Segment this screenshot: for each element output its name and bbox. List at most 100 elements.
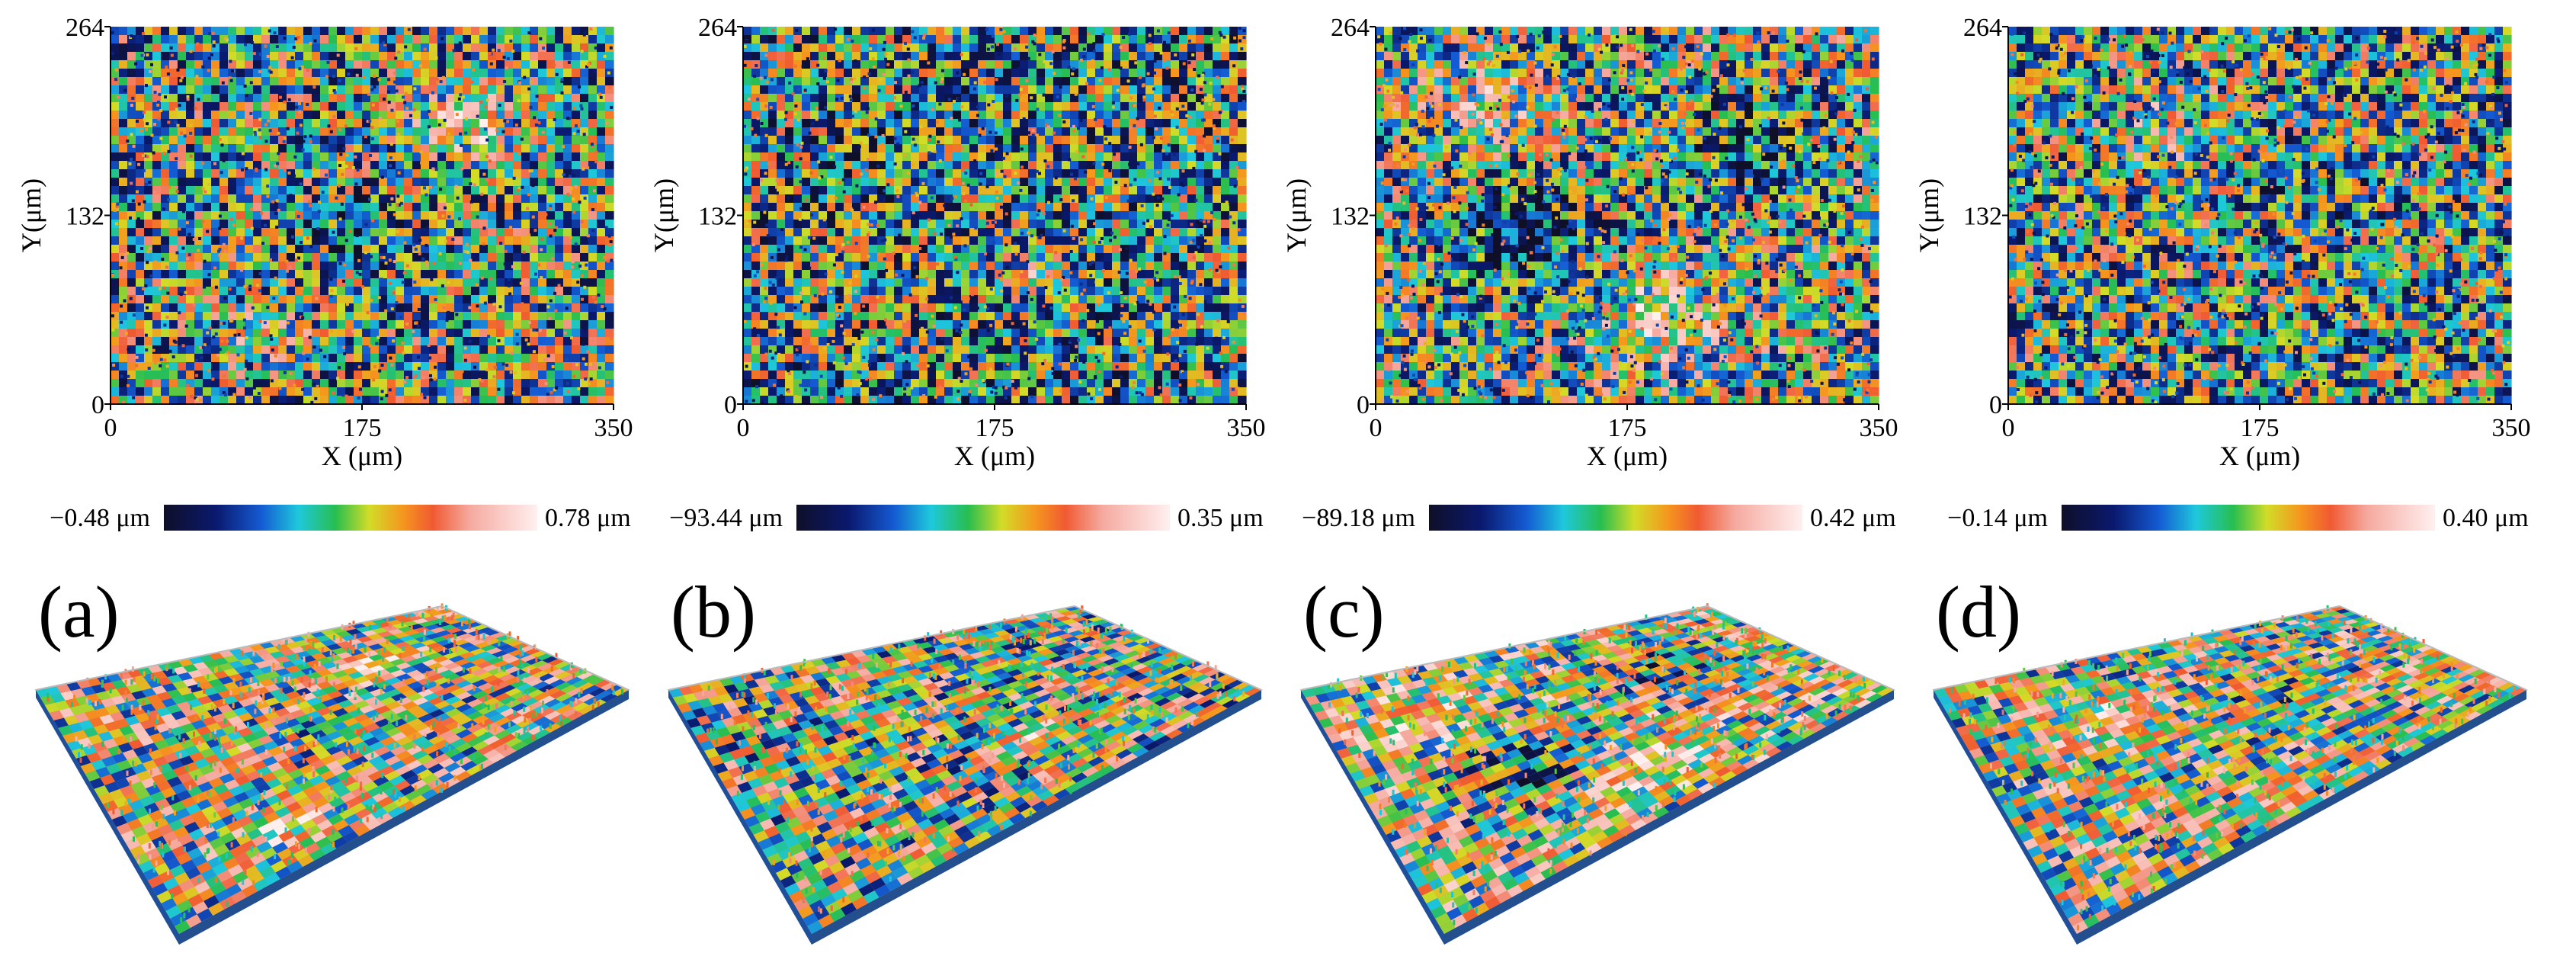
height-speckle bbox=[594, 46, 598, 50]
height-cell bbox=[597, 236, 606, 245]
surface-cell bbox=[299, 749, 316, 759]
surface-cell bbox=[103, 738, 118, 749]
surface-cell bbox=[274, 823, 290, 836]
height-speckle bbox=[459, 93, 463, 97]
height-speckle bbox=[407, 27, 411, 31]
height-cell bbox=[337, 345, 346, 355]
height-cell bbox=[546, 35, 556, 44]
surface-cell bbox=[254, 660, 271, 669]
height-cell bbox=[203, 396, 212, 405]
height-speckle bbox=[601, 272, 605, 276]
height-cell bbox=[563, 119, 572, 128]
height-cell bbox=[261, 52, 271, 61]
surface-cell bbox=[328, 813, 344, 826]
height-speckle bbox=[325, 75, 328, 79]
height-cell bbox=[320, 60, 329, 69]
height-cell bbox=[169, 169, 178, 178]
height-speckle bbox=[433, 377, 437, 381]
height-cell bbox=[429, 136, 438, 145]
height-cell bbox=[530, 43, 539, 53]
height-speckle bbox=[402, 351, 405, 355]
height-cell bbox=[303, 362, 312, 371]
height-cell bbox=[429, 320, 438, 329]
surface-cell bbox=[266, 778, 282, 789]
height-cell bbox=[169, 203, 178, 212]
height-cell bbox=[278, 320, 287, 329]
height-cell bbox=[546, 77, 556, 86]
height-cell bbox=[119, 220, 128, 229]
surface-spike bbox=[207, 674, 210, 680]
surface-cell bbox=[352, 756, 369, 766]
height-cell bbox=[505, 85, 514, 95]
surface-cell bbox=[90, 700, 105, 711]
height-cell bbox=[471, 371, 480, 380]
height-cell bbox=[454, 186, 463, 195]
height-cell bbox=[236, 119, 245, 128]
height-speckle bbox=[240, 236, 244, 240]
height-cell bbox=[387, 287, 396, 296]
height-speckle bbox=[338, 262, 342, 265]
height-speckle bbox=[222, 242, 226, 246]
height-cell bbox=[597, 69, 606, 78]
height-speckle bbox=[223, 250, 227, 254]
height-cell bbox=[119, 169, 128, 178]
height-cell bbox=[261, 379, 271, 388]
height-speckle bbox=[114, 222, 118, 226]
surface-cell bbox=[80, 703, 95, 713]
height-speckle bbox=[192, 238, 196, 241]
height-cell bbox=[203, 387, 212, 396]
surface-cell bbox=[353, 714, 370, 723]
surface-spike bbox=[218, 856, 221, 862]
surface-cell bbox=[232, 707, 249, 717]
height-cell bbox=[236, 94, 245, 103]
height-cell bbox=[521, 111, 530, 120]
height-cell bbox=[362, 194, 371, 204]
surface-cell bbox=[416, 768, 434, 780]
height-cell bbox=[178, 27, 187, 36]
height-cell bbox=[287, 119, 296, 128]
height-speckle bbox=[291, 235, 295, 239]
height-cell bbox=[421, 60, 430, 69]
height-speckle bbox=[473, 365, 476, 369]
height-cell bbox=[530, 102, 539, 111]
height-cell bbox=[119, 387, 128, 396]
surface-cell bbox=[368, 756, 385, 766]
surface-cell bbox=[121, 767, 136, 778]
surface-cell bbox=[191, 720, 207, 730]
height-cell bbox=[253, 236, 262, 245]
height-speckle bbox=[465, 242, 469, 246]
height-cell bbox=[337, 111, 346, 120]
height-cell bbox=[588, 77, 598, 86]
height-speckle bbox=[157, 117, 161, 121]
height-speckle bbox=[337, 184, 341, 188]
height-speckle bbox=[358, 34, 362, 38]
height-speckle bbox=[330, 289, 334, 293]
height-cell bbox=[412, 144, 421, 153]
height-cell bbox=[328, 303, 338, 313]
height-speckle bbox=[159, 287, 162, 290]
height-cell bbox=[144, 236, 153, 245]
height-cell bbox=[605, 85, 614, 95]
height-cell bbox=[521, 362, 530, 371]
height-cell bbox=[328, 178, 338, 187]
height-cell bbox=[303, 85, 312, 95]
height-speckle bbox=[120, 374, 123, 378]
height-cell bbox=[538, 387, 547, 396]
height-cell bbox=[278, 77, 287, 86]
height-cell bbox=[538, 60, 547, 69]
height-cell bbox=[253, 35, 262, 44]
height-cell bbox=[471, 102, 480, 111]
height-speckle bbox=[468, 213, 472, 217]
height-cell bbox=[404, 362, 413, 371]
surface-spike bbox=[246, 722, 249, 727]
surface-cell bbox=[223, 655, 239, 663]
surface-cell bbox=[80, 762, 96, 774]
height-cell bbox=[563, 52, 572, 61]
height-speckle bbox=[158, 92, 162, 96]
height-cell bbox=[295, 396, 304, 405]
height-speckle bbox=[506, 120, 509, 124]
height-cell bbox=[178, 337, 187, 346]
height-speckle bbox=[181, 246, 185, 250]
height-cell bbox=[513, 127, 522, 136]
height-cell bbox=[513, 337, 522, 346]
